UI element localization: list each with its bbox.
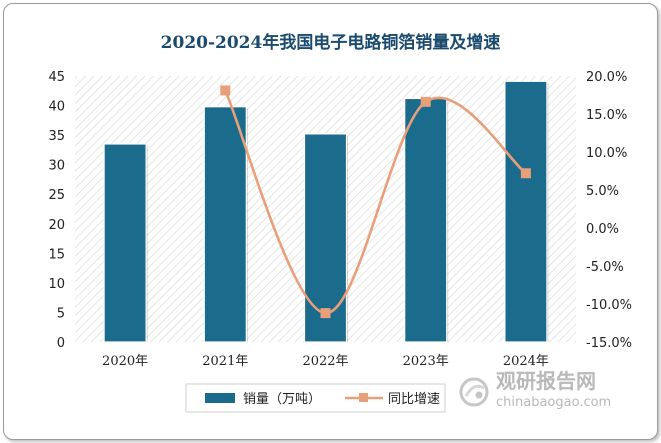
left-tick-label: 15 <box>48 247 65 262</box>
growth-point <box>220 85 231 96</box>
right-tick-label: 10.0% <box>586 146 627 161</box>
left-tick-label: 20 <box>48 218 65 233</box>
left-tick-label: 45 <box>48 70 65 85</box>
left-tick-label: 35 <box>48 129 65 144</box>
watermark: 观研报告网 chinabaogao.com <box>459 369 611 410</box>
growth-point <box>320 308 331 319</box>
watermark-name: 观研报告网 <box>496 369 596 393</box>
right-tick-label: 0.0% <box>586 222 619 237</box>
watermark-url: chinabaogao.com <box>496 395 611 410</box>
left-tick-label: 5 <box>57 306 65 321</box>
bar <box>203 106 247 343</box>
right-tick-label: -15.0% <box>586 336 632 351</box>
left-axis: 0 5 10 15 20 25 30 35 40 45 <box>48 70 65 351</box>
right-tick-label: 15.0% <box>586 108 627 123</box>
legend-bar-swatch <box>205 393 235 403</box>
right-tick-label: 20.0% <box>586 70 627 85</box>
right-tick-label: 5.0% <box>586 184 619 199</box>
legend-line-marker <box>359 393 368 402</box>
left-tick-label: 30 <box>48 159 65 174</box>
left-tick-label: 0 <box>57 336 65 351</box>
right-axis: -15.0% -10.0% -5.0% 0.0% 5.0% 10.0% 15.0% 20.0% <box>586 70 632 351</box>
left-tick-label: 25 <box>48 188 65 203</box>
bar-series <box>103 80 549 343</box>
bar <box>404 97 448 343</box>
growth-line <box>224 89 527 315</box>
left-tick-label: 40 <box>48 100 65 115</box>
growth-point <box>420 96 431 107</box>
left-tick-label: 10 <box>48 277 65 292</box>
right-tick-label: -10.0% <box>586 298 632 313</box>
category-label: 2022年 <box>302 354 348 369</box>
category-label: 2023年 <box>403 354 449 369</box>
category-label: 2020年 <box>102 354 148 369</box>
category-label: 2021年 <box>202 354 248 369</box>
chart-title: 2020-2024年我国电子电路铜箔销量及增速 <box>160 33 501 53</box>
category-label: 2024年 <box>503 354 549 369</box>
right-tick-label: -5.0% <box>586 260 624 275</box>
legend-bar-label: 销量（万吨） <box>243 392 321 407</box>
line-series <box>220 85 531 319</box>
legend: 销量（万吨） 同比增速 <box>185 383 446 413</box>
legend-line-label: 同比增速 <box>388 392 440 407</box>
bar <box>103 143 147 343</box>
category-axis: 2020年 2021年 2022年 2023年 2024年 <box>102 354 549 369</box>
growth-point <box>520 168 531 179</box>
bar <box>504 80 548 343</box>
watermark-logo-icon <box>459 377 489 407</box>
bar <box>303 133 348 343</box>
